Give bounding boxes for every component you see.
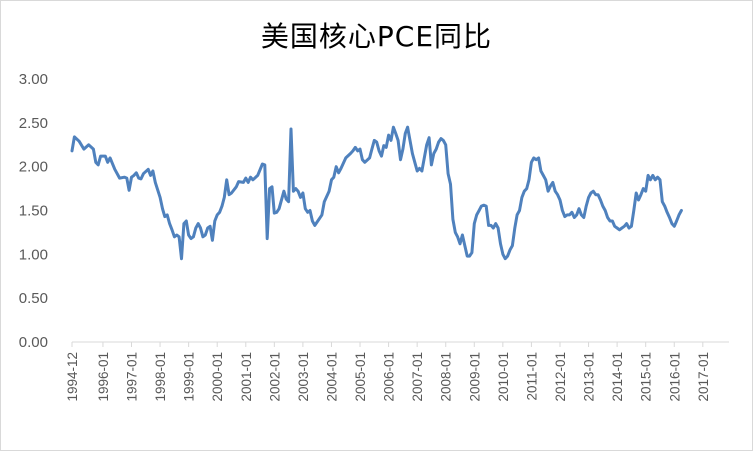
x-tick-label: 2009-01 xyxy=(467,352,482,402)
x-tick-label: 2013-01 xyxy=(582,352,597,402)
y-tick-label: 0.00 xyxy=(19,334,48,351)
chart-title: 美国核心PCE同比 xyxy=(260,20,493,53)
x-tick-label: 1999-01 xyxy=(182,352,197,402)
x-tick-label: 2008-01 xyxy=(439,352,454,402)
series-line xyxy=(70,125,683,261)
x-tick-label: 2011-01 xyxy=(524,352,539,401)
x-tick-label: 2015-01 xyxy=(639,352,654,402)
y-tick-label: 2.50 xyxy=(19,115,48,132)
x-tick-label: 2004-01 xyxy=(324,352,339,402)
x-tick-label: 2014-01 xyxy=(610,352,625,402)
y-tick-label: 1.00 xyxy=(19,246,48,263)
y-tick-label: 1.50 xyxy=(19,203,48,220)
x-tick-label: 1994-12 xyxy=(65,352,80,402)
x-tick-label: 2016-01 xyxy=(667,352,682,402)
x-tick-label: 2007-01 xyxy=(410,352,425,402)
x-tick-label: 1996-01 xyxy=(96,352,111,402)
x-tick-label: 2000-01 xyxy=(210,352,225,402)
x-tick-label: 2002-01 xyxy=(267,352,282,402)
x-tick-label: 2010-01 xyxy=(496,352,511,402)
x-tick-label: 1997-01 xyxy=(125,352,140,402)
x-tick-label: 2001-01 xyxy=(239,352,254,402)
y-tick-label: 0.50 xyxy=(19,290,48,307)
x-tick-label: 1998-01 xyxy=(153,352,168,402)
y-tick-label: 2.00 xyxy=(19,159,48,176)
x-tick-label: 2017-01 xyxy=(696,352,711,402)
x-tick-label: 2005-01 xyxy=(353,352,368,402)
y-tick-label: 3.00 xyxy=(19,71,48,88)
x-tick-label: 2006-01 xyxy=(382,352,397,402)
x-tick-label: 2012-01 xyxy=(553,352,568,402)
x-tick-label: 2003-01 xyxy=(296,352,311,402)
